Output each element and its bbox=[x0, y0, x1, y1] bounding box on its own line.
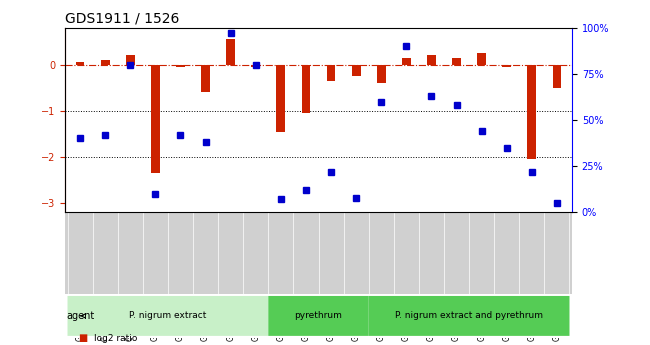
FancyBboxPatch shape bbox=[268, 296, 369, 336]
Bar bbox=[126, 55, 135, 65]
Bar bbox=[226, 39, 235, 65]
Bar bbox=[276, 65, 285, 131]
Bar bbox=[151, 65, 160, 173]
Bar bbox=[201, 65, 210, 92]
Text: ■: ■ bbox=[78, 344, 87, 345]
Bar bbox=[377, 65, 385, 83]
Text: log2 ratio: log2 ratio bbox=[94, 334, 138, 343]
Bar bbox=[427, 55, 436, 65]
FancyBboxPatch shape bbox=[68, 296, 268, 336]
Bar bbox=[477, 53, 486, 65]
Text: ■: ■ bbox=[78, 333, 87, 343]
Text: P. nigrum extract and pyrethrum: P. nigrum extract and pyrethrum bbox=[395, 312, 543, 321]
Bar bbox=[101, 60, 110, 65]
Bar bbox=[352, 65, 361, 76]
Bar bbox=[327, 65, 335, 81]
FancyBboxPatch shape bbox=[369, 296, 569, 336]
Bar bbox=[402, 58, 411, 65]
Bar bbox=[75, 62, 84, 65]
Bar bbox=[552, 65, 562, 88]
Text: agent: agent bbox=[66, 311, 94, 321]
Text: GDS1911 / 1526: GDS1911 / 1526 bbox=[65, 11, 179, 25]
Bar bbox=[302, 65, 310, 113]
Text: pyrethrum: pyrethrum bbox=[294, 312, 343, 321]
Bar bbox=[502, 65, 511, 67]
Bar bbox=[176, 65, 185, 67]
Text: P. nigrum extract: P. nigrum extract bbox=[129, 312, 207, 321]
Bar bbox=[252, 65, 260, 67]
Bar bbox=[527, 65, 536, 159]
Bar bbox=[452, 58, 461, 65]
